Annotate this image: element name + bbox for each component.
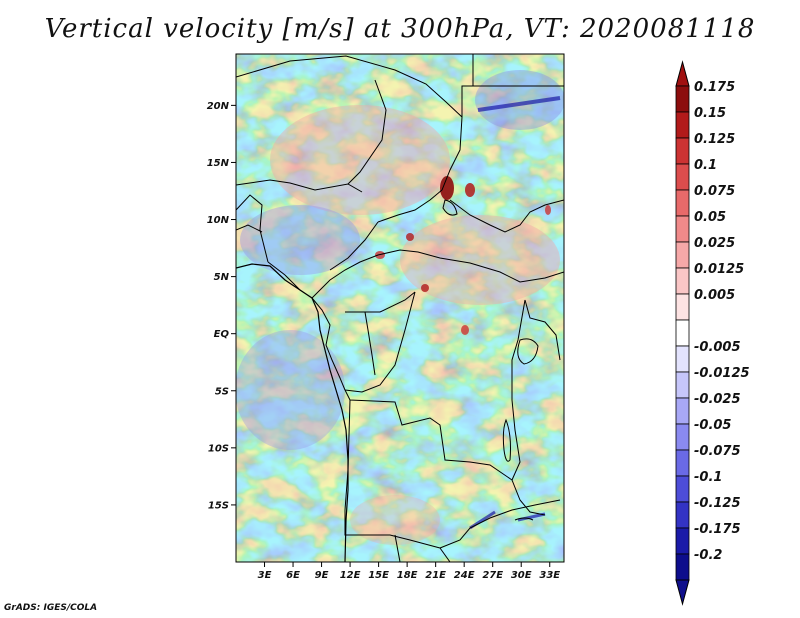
lon-tick-label: 15E bbox=[368, 570, 389, 581]
colorbar-swatch bbox=[675, 449, 690, 477]
colorbar-label: 0.075 bbox=[694, 184, 735, 199]
colorbar-label: -0.025 bbox=[694, 392, 741, 407]
colorbar-swatch bbox=[675, 111, 690, 139]
lon-tick-label: 9E bbox=[315, 570, 329, 581]
colorbar-swatch bbox=[675, 501, 690, 529]
vertical-velocity-field bbox=[236, 54, 564, 562]
colorbar-label: 0.0125 bbox=[694, 262, 744, 277]
colorbar-label: -0.05 bbox=[694, 418, 731, 433]
lat-tick-label: EQ bbox=[214, 329, 230, 340]
lat-tick-label: 10N bbox=[207, 215, 230, 226]
colorbar-label: -0.125 bbox=[694, 496, 741, 511]
lat-tick-label: 5N bbox=[214, 272, 230, 283]
colorbar-swatch bbox=[675, 85, 690, 113]
colorbar-label: -0.0125 bbox=[694, 366, 750, 381]
colorbar-swatch bbox=[675, 553, 690, 581]
colorbar: 0.175 0.15 0.125 0.1 0.075 0.05 0.025 0.0125 0.0… bbox=[675, 60, 750, 606]
coastlines bbox=[236, 263, 349, 562]
colorbar-label: -0.005 bbox=[694, 340, 741, 355]
colorbar-label: -0.2 bbox=[694, 548, 722, 563]
footer-credit: GrADS: IGES/COLA bbox=[4, 603, 98, 613]
colorbar-label: 0.025 bbox=[694, 236, 735, 251]
map-frame bbox=[235, 53, 565, 563]
colorbar-label: -0.175 bbox=[694, 522, 741, 537]
colorbar-swatch bbox=[675, 189, 690, 217]
colorbar-swatch bbox=[675, 163, 690, 191]
colorbar-swatch bbox=[675, 293, 690, 321]
lon-tick-label: 6E bbox=[286, 570, 300, 581]
colorbar-swatch bbox=[675, 475, 690, 503]
colorbar-label: 0.15 bbox=[694, 106, 726, 121]
lat-tick-label: 5S bbox=[215, 386, 229, 397]
colorbar-swatch bbox=[675, 215, 690, 243]
lon-tick-label: 18E bbox=[397, 570, 418, 581]
longitude-axis: 3E 6E 9E 12E 15E 18E 21E 24E 27E 30E 33E bbox=[258, 562, 560, 581]
lon-tick-label: 21E bbox=[425, 570, 446, 581]
colorbar-swatch bbox=[675, 371, 690, 399]
colorbar-swatch bbox=[675, 397, 690, 425]
colorbar-swatch bbox=[675, 241, 690, 269]
colorbar-swatch bbox=[675, 319, 690, 347]
lon-tick-label: 27E bbox=[482, 570, 503, 581]
lat-tick-label: 20N bbox=[207, 101, 230, 112]
colorbar-bottom-arrow bbox=[675, 579, 690, 606]
country-borders bbox=[236, 54, 564, 562]
colorbar-label: 0.175 bbox=[694, 80, 735, 95]
colorbar-swatch bbox=[675, 527, 690, 555]
colorbar-label: 0.005 bbox=[694, 288, 735, 303]
colorbar-swatch bbox=[675, 345, 690, 373]
lakes bbox=[442, 199, 539, 521]
latitude-axis: 20N 15N 10N 5N EQ 5S 10S 15S bbox=[207, 101, 236, 511]
colorbar-label: -0.075 bbox=[694, 444, 741, 459]
lon-tick-label: 30E bbox=[511, 570, 532, 581]
lat-tick-label: 15S bbox=[208, 500, 229, 511]
lon-tick-label: 33E bbox=[539, 570, 560, 581]
lon-tick-label: 3E bbox=[258, 570, 272, 581]
chart-title: Vertical velocity [m/s] at 300hPa, VT: 2… bbox=[44, 14, 756, 44]
colorbar-swatch bbox=[675, 267, 690, 295]
colorbar-swatch bbox=[675, 423, 690, 451]
lat-tick-label: 15N bbox=[207, 158, 230, 169]
lon-tick-label: 24E bbox=[454, 570, 475, 581]
colorbar-swatch bbox=[675, 137, 690, 165]
colorbar-top-arrow bbox=[675, 60, 690, 87]
colorbar-label: -0.1 bbox=[694, 470, 722, 485]
colorbar-label: 0.125 bbox=[694, 132, 735, 147]
colorbar-label: 0.05 bbox=[694, 210, 726, 225]
colorbar-label: 0.1 bbox=[694, 158, 717, 173]
lat-tick-label: 10S bbox=[208, 443, 229, 454]
lon-tick-label: 12E bbox=[340, 570, 361, 581]
